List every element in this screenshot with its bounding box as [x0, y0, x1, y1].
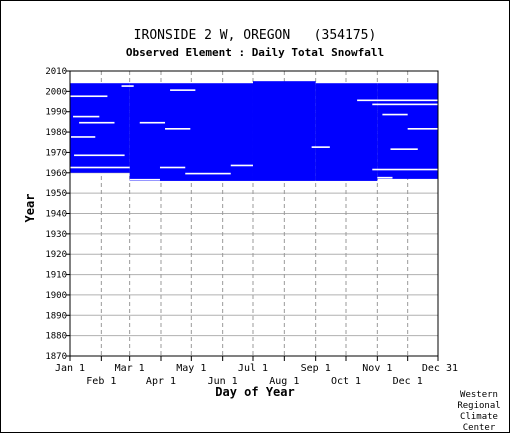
- data-gap: [357, 99, 438, 102]
- x-tick-label: Oct 1: [331, 376, 361, 387]
- data-gap: [129, 178, 160, 181]
- data-coverage-block: [315, 83, 378, 181]
- y-tick-label: 2010: [45, 67, 67, 77]
- data-coverage-block: [252, 81, 316, 181]
- x-tick-label: May 1: [176, 363, 206, 374]
- x-tick-label: Sep 1: [301, 363, 331, 374]
- chart-title: IRONSIDE 2 W, OREGON (354175): [134, 28, 377, 43]
- y-tick-label: 1890: [45, 311, 67, 321]
- y-tick-label: 1910: [45, 271, 67, 281]
- x-tick-label: Dec 31: [422, 363, 458, 374]
- data-coverage-block: [70, 83, 130, 173]
- data-gap: [79, 121, 115, 124]
- y-tick-label: 1980: [45, 128, 67, 138]
- data-coverage-block: [377, 83, 438, 179]
- data-gap: [311, 146, 330, 148]
- x-tick-label: Nov 1: [362, 363, 392, 374]
- y-tick-label: 1880: [45, 332, 67, 342]
- x-tick-label: Jul 1: [238, 363, 268, 374]
- data-gap: [382, 113, 408, 116]
- data-gap: [121, 85, 134, 87]
- x-tick-label: Jan 1: [55, 363, 85, 374]
- y-tick-label: 1950: [45, 189, 67, 199]
- credit-line: Climate: [460, 412, 498, 422]
- data-gap: [70, 166, 130, 169]
- credit-line: Center: [462, 423, 496, 433]
- data-gap: [372, 103, 438, 106]
- y-tick-label: 1870: [45, 352, 67, 362]
- data-gap: [390, 148, 418, 150]
- y-tick-label: 1900: [45, 291, 67, 301]
- data-gap: [71, 136, 96, 138]
- credit-line: Regional: [457, 401, 501, 411]
- data-gap: [170, 89, 196, 91]
- x-tick-label: Mar 1: [115, 363, 145, 374]
- data-gap: [70, 95, 108, 98]
- data-gap: [74, 154, 125, 157]
- data-gap: [73, 115, 100, 118]
- y-tick-label: 1970: [45, 148, 67, 158]
- plot-border: [69, 70, 439, 357]
- data-gap: [159, 166, 186, 169]
- y-tick-label: 1920: [45, 250, 67, 260]
- x-axis-label: Day of Year: [215, 385, 294, 399]
- data-gap: [185, 172, 231, 175]
- y-tick-label: 1940: [45, 210, 67, 220]
- x-tick-label: Jun 1: [208, 376, 238, 387]
- credit-line: Western: [460, 390, 498, 400]
- y-tick-label: 1990: [45, 108, 67, 118]
- data-gap: [230, 164, 253, 167]
- data-gap: [407, 128, 438, 130]
- x-tick-label: Aug 1: [269, 376, 299, 387]
- x-tick-label: Apr 1: [146, 376, 176, 387]
- data-gap: [165, 128, 191, 130]
- y-tick-label: 2000: [45, 87, 67, 97]
- data-gap: [139, 121, 166, 124]
- chart-subtitle: Observed Element : Daily Total Snowfall: [126, 46, 384, 59]
- data-gap: [372, 168, 438, 171]
- x-tick-label: Feb 1: [86, 376, 116, 387]
- y-tick-label: 1930: [45, 230, 67, 240]
- y-tick-label: 1960: [45, 169, 67, 179]
- data-gap: [377, 176, 393, 179]
- y-axis-label: Year: [23, 194, 37, 223]
- wrcc-credit: Western Regional Climate Center: [451, 390, 507, 434]
- x-tick-label: Dec 1: [393, 376, 423, 387]
